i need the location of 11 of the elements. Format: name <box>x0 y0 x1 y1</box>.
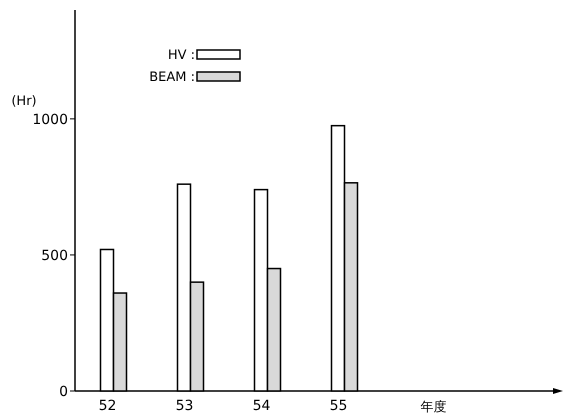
y-axis-title: (Hr) <box>11 94 37 109</box>
y-tick-label: 1000 <box>32 112 68 128</box>
x-tick-label: 55 <box>330 398 348 414</box>
y-tick-label: 500 <box>41 248 68 264</box>
x-tick-label: 53 <box>176 398 194 414</box>
y-tick-label: 0 <box>59 384 68 400</box>
x-axis-title: 年度 <box>420 399 446 415</box>
legend-label: HV : <box>168 48 195 63</box>
legend-label: BEAM : <box>149 70 195 85</box>
x-tick-label: 52 <box>98 398 116 414</box>
x-tick-label: 54 <box>252 398 270 414</box>
